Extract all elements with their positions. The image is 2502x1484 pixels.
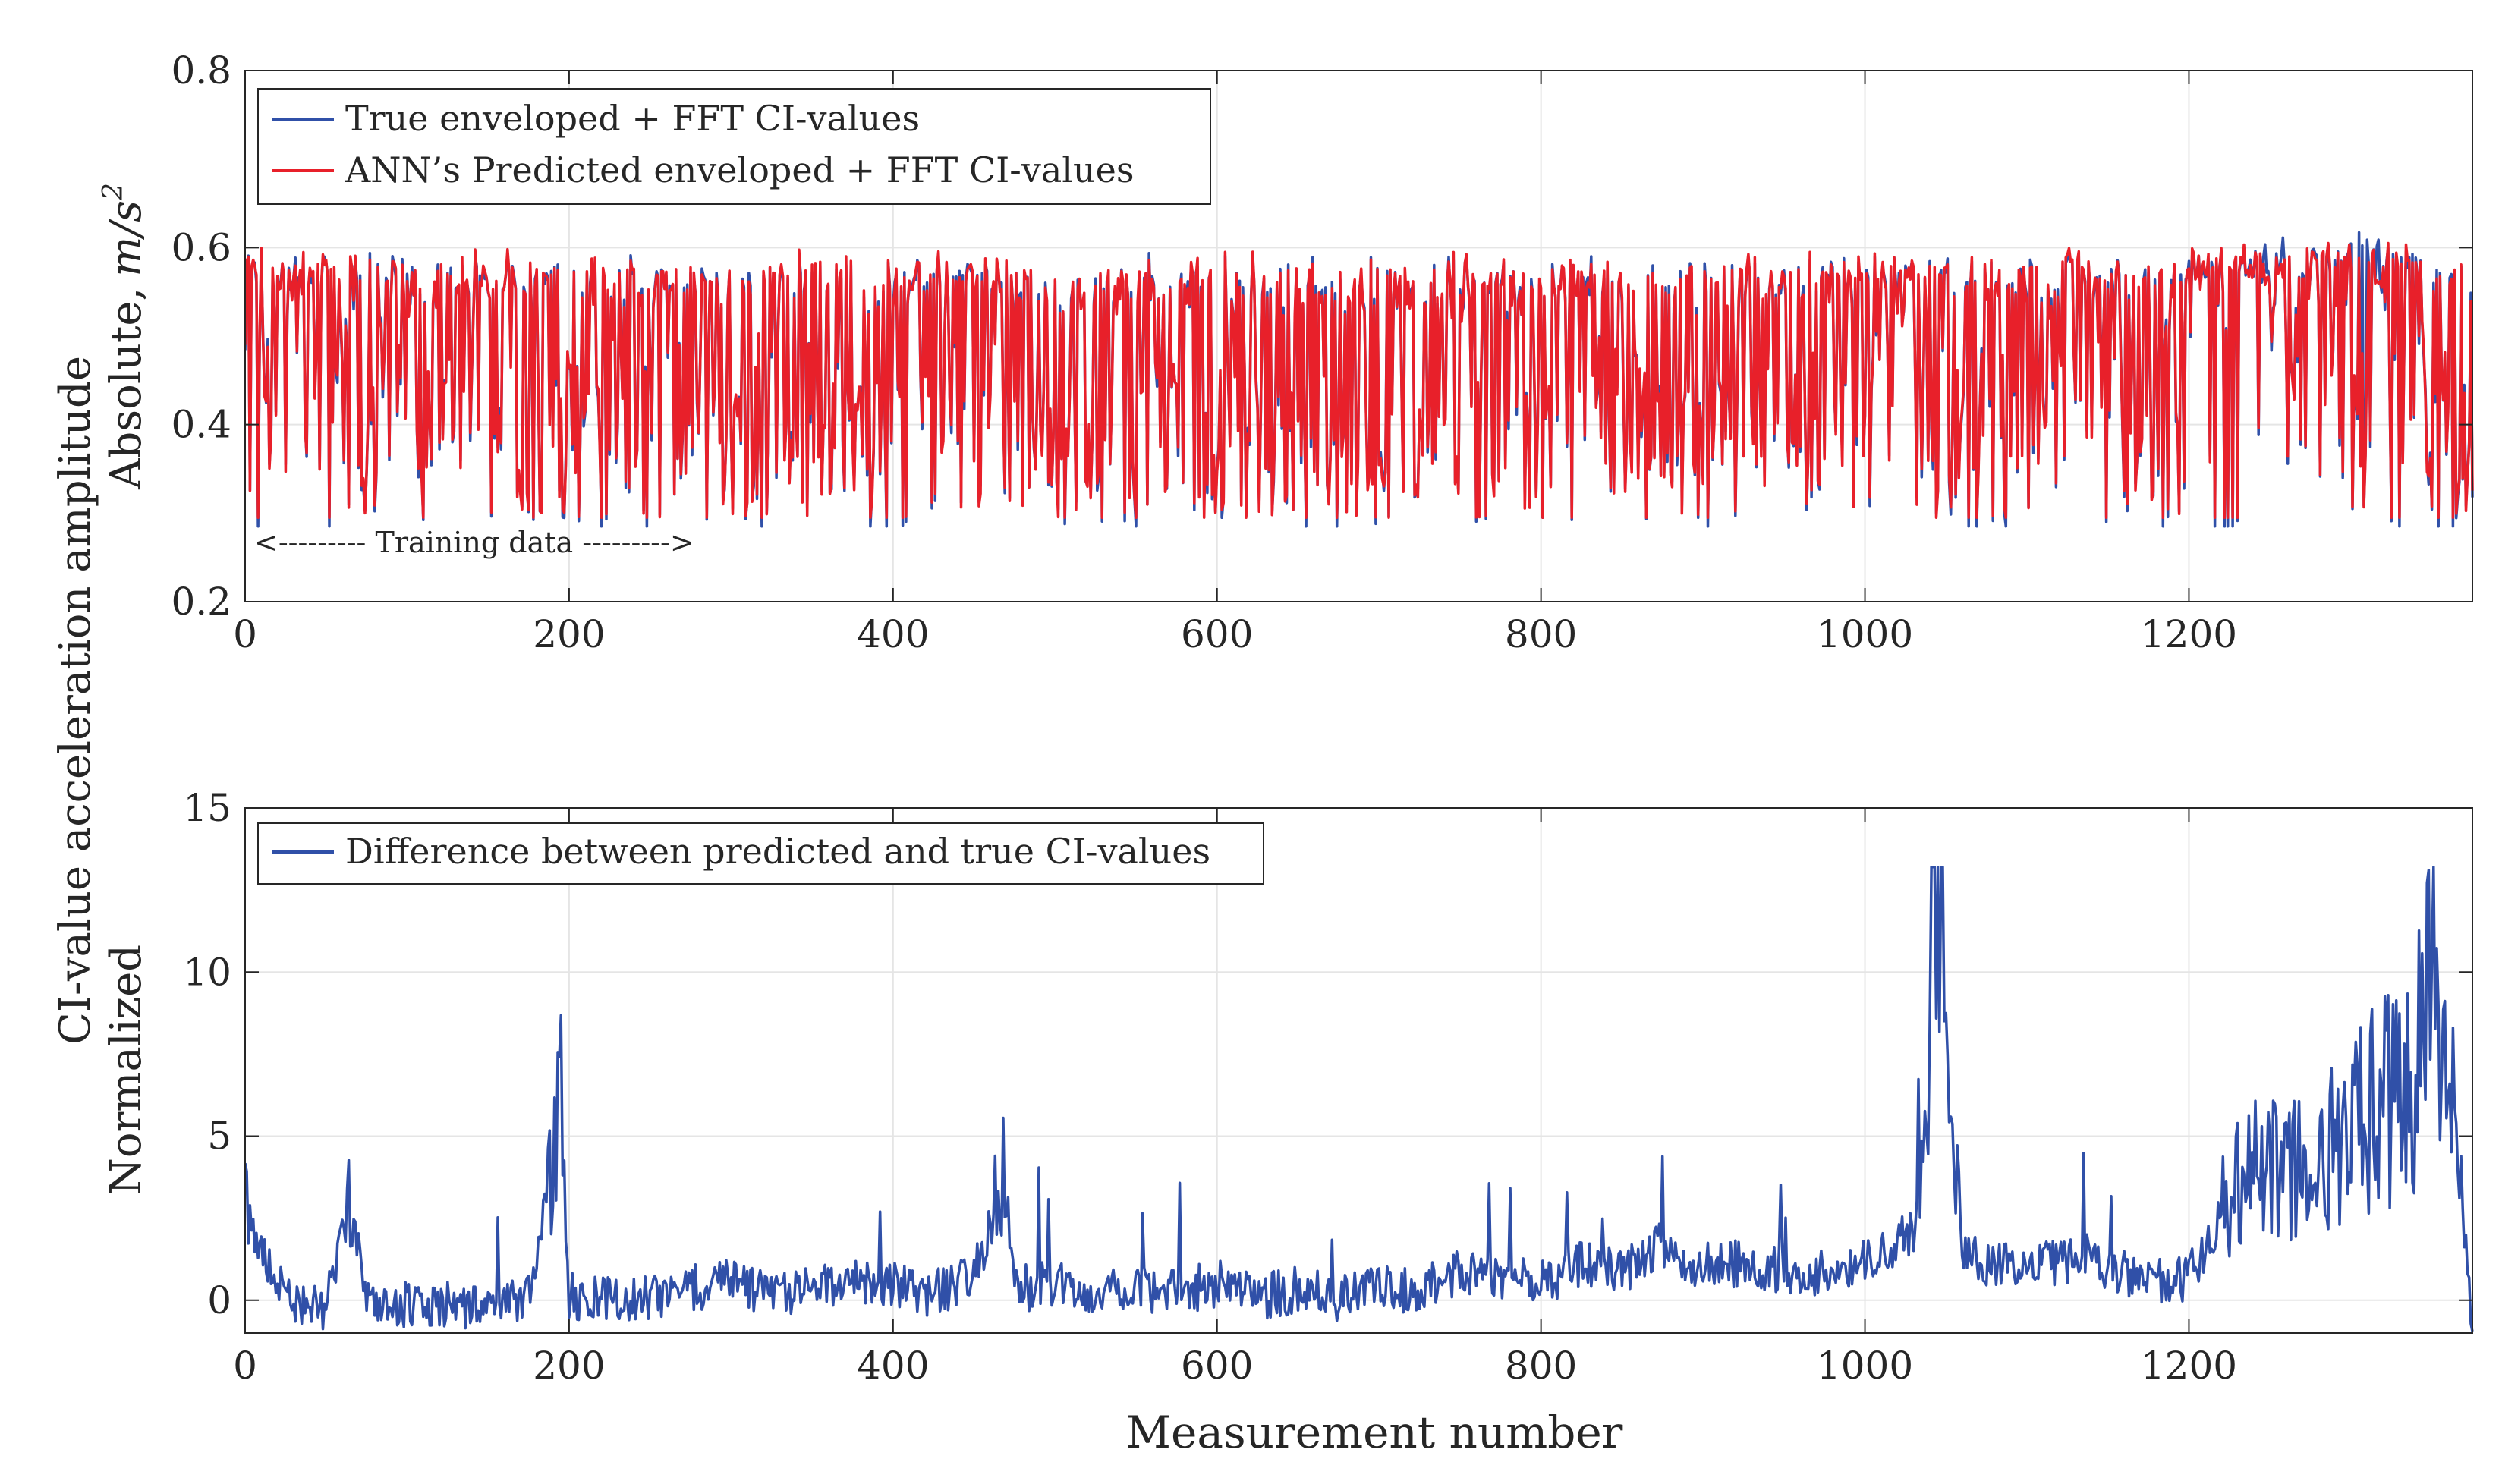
- bottom-axes: 0 200 400 600 800 1000 1200 0 5 10 15 Normalized M…: [102, 786, 2474, 1458]
- bottom-x-tick-label: 1200: [2141, 1344, 2237, 1388]
- top-x-tick-label: 400: [857, 612, 929, 656]
- top-y-tick-label: 0.4: [171, 403, 231, 447]
- bottom-y-tick-label: 15: [183, 786, 231, 830]
- bottom-y-tick-label: 0: [207, 1278, 231, 1322]
- top-x-tick-label: 1200: [2141, 612, 2237, 656]
- bottom-x-tick-label: 800: [1505, 1344, 1577, 1388]
- top-axis-frame: [244, 70, 2473, 602]
- bottom-y-tick-label: 5: [207, 1115, 231, 1159]
- top-x-tick-label: 0: [233, 612, 257, 656]
- legend-label-difference: Difference between predicted and true CI…: [345, 831, 1210, 872]
- bottom-y-tick-label: 10: [183, 950, 231, 994]
- top-x-tick-label: 1000: [1817, 612, 1913, 656]
- top-x-tick-label: 600: [1181, 612, 1253, 656]
- training-data-annotation: <--------- Training data --------->: [254, 526, 694, 559]
- bottom-x-tick-label: 1000: [1817, 1344, 1913, 1388]
- bottom-plot-area: [244, 866, 2474, 1332]
- top-legend-box: [257, 88, 1211, 205]
- top-y-label: Absolute, m/s2: [98, 183, 151, 490]
- bottom-x-tick-label: 200: [533, 1344, 605, 1388]
- top-legend: True enveloped + FFT CI-values ANN’s Pre…: [257, 88, 1211, 205]
- legend-label-predicted: ANN’s Predicted enveloped + FFT CI-value…: [345, 149, 1134, 190]
- top-y-label-text: Absolute,: [102, 288, 151, 490]
- bottom-x-tick-label: 600: [1181, 1344, 1253, 1388]
- top-series-line-predicted: [244, 241, 2474, 519]
- top-y-tick-label: 0.8: [171, 49, 231, 93]
- top-y-tick-label: 0.6: [171, 225, 231, 269]
- top-y-tick-label: 0.2: [171, 580, 231, 624]
- bottom-x-tick-label: 400: [857, 1344, 929, 1388]
- shared-y-label: CI-value acceleration amplitude: [51, 356, 100, 1045]
- bottom-x-tick-label: 0: [233, 1344, 257, 1388]
- top-y-label-unit-exponent: 2: [98, 183, 129, 201]
- bottom-axis-frame: [244, 807, 2473, 1334]
- top-x-tick-label: 800: [1505, 612, 1577, 656]
- bottom-legend-box: [257, 822, 1264, 885]
- top-y-label-unit: m/s: [102, 200, 151, 277]
- bottom-y-label: Normalized: [102, 945, 151, 1195]
- top-axes: 0 200 400 600 800 1000 1200 0.2 0.4 0.6 0.8 Absolu…: [98, 49, 2474, 656]
- legend-label-true: True enveloped + FFT CI-values: [345, 98, 920, 139]
- top-x-tick-label: 200: [533, 612, 605, 656]
- bottom-series-line-difference: [244, 866, 2474, 1332]
- bottom-ticks: 0 200 400 600 800 1000 1200 0 5 10 15: [183, 786, 2472, 1388]
- x-axis-label: Measurement number: [1126, 1407, 1623, 1458]
- top-ticks: 0 200 400 600 800 1000 1200 0.2 0.4 0.6 0.8: [171, 49, 2472, 656]
- bottom-legend: Difference between predicted and true CI…: [257, 822, 1264, 885]
- top-plot-area: [244, 231, 2474, 528]
